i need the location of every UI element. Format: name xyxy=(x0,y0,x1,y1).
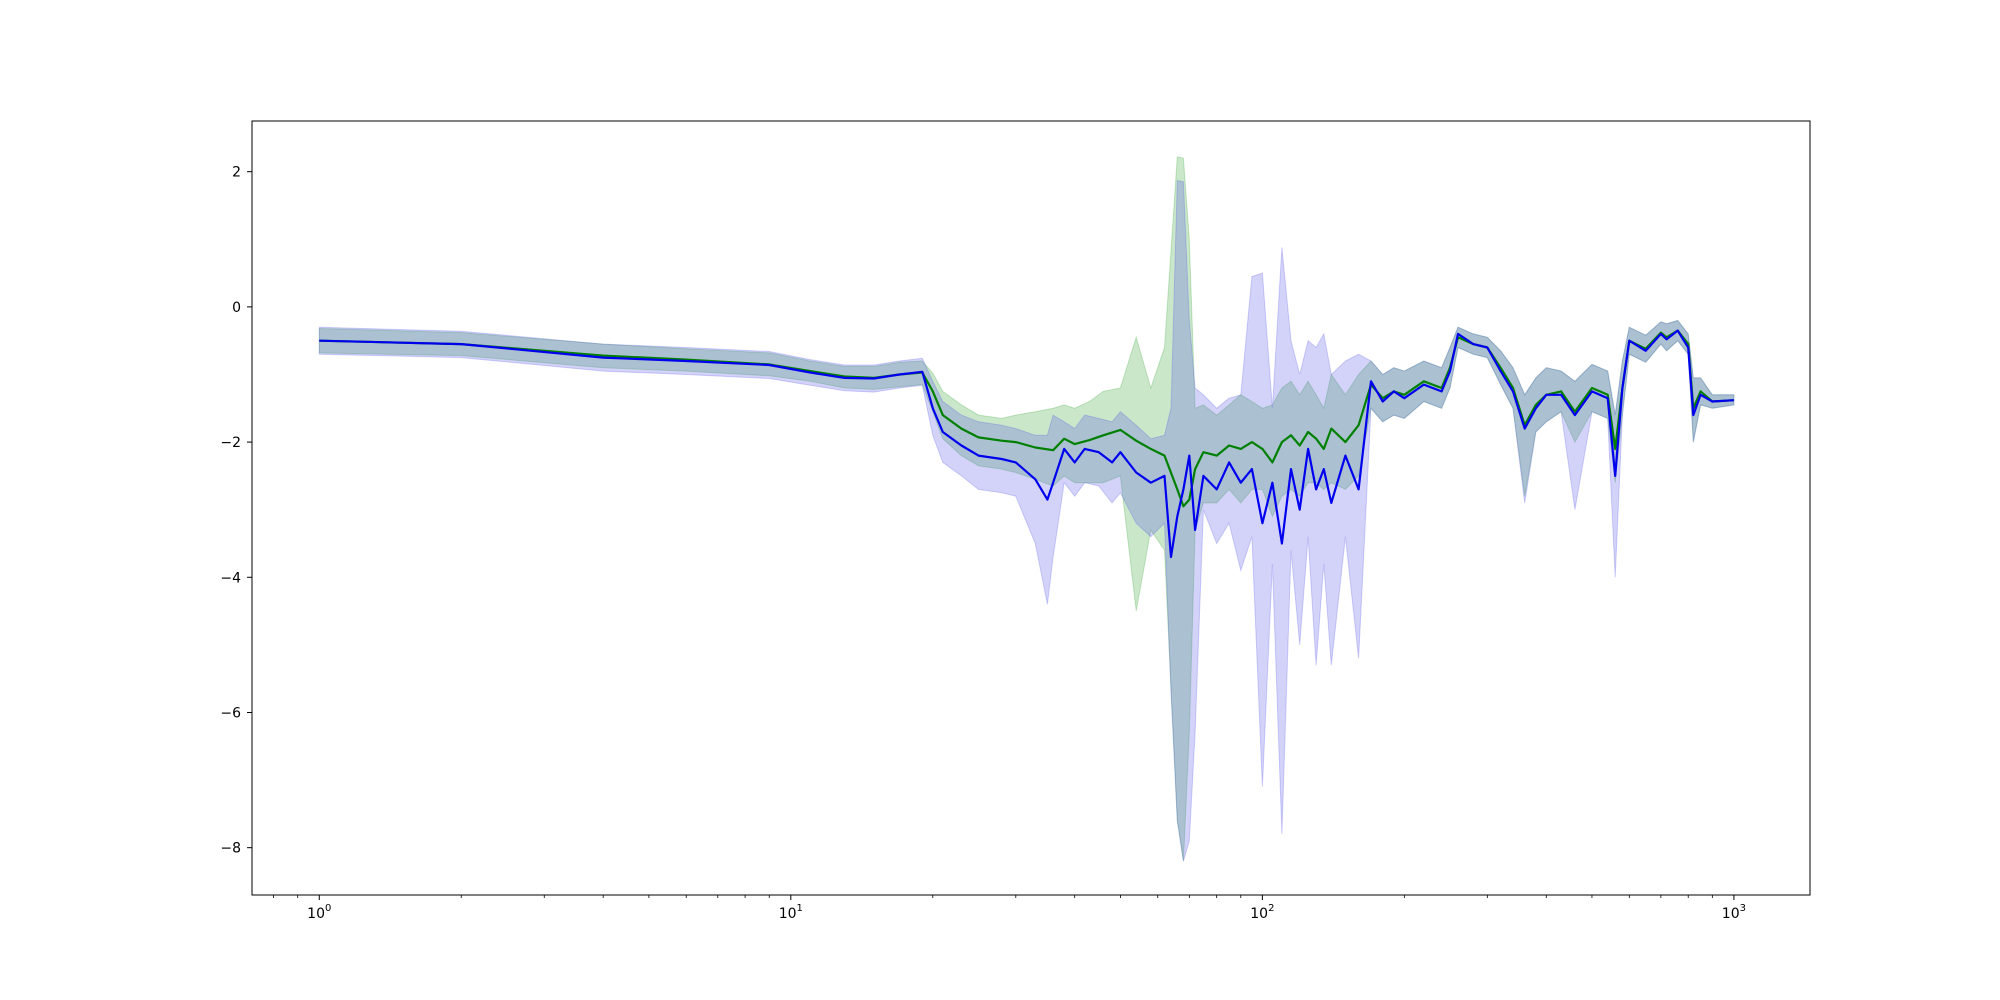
x-tick-label: 100 xyxy=(307,903,331,922)
x-axis: 100 101 102 103 xyxy=(273,895,1746,922)
y-tick-label: −8 xyxy=(220,841,241,857)
series-lines xyxy=(319,329,1734,559)
series-2-band xyxy=(318,179,1735,862)
y-tick-label: −4 xyxy=(220,570,241,586)
x-tick-label: 101 xyxy=(779,903,803,922)
y-tick-label: −2 xyxy=(220,435,241,451)
confidence-bands xyxy=(318,156,1735,862)
plot-frame xyxy=(251,120,1811,896)
y-tick-label: 0 xyxy=(232,300,241,316)
y-axis: 2 0 −2 −4 −6 −8 xyxy=(220,165,252,857)
series-1-line xyxy=(319,329,1734,508)
y-tick-label: −6 xyxy=(220,705,241,721)
x-tick-label: 102 xyxy=(1250,903,1274,922)
series-1-band xyxy=(318,156,1735,862)
x-tick-label: 103 xyxy=(1722,903,1746,922)
y-tick-label: 2 xyxy=(232,165,241,181)
series-2-line xyxy=(319,329,1734,559)
